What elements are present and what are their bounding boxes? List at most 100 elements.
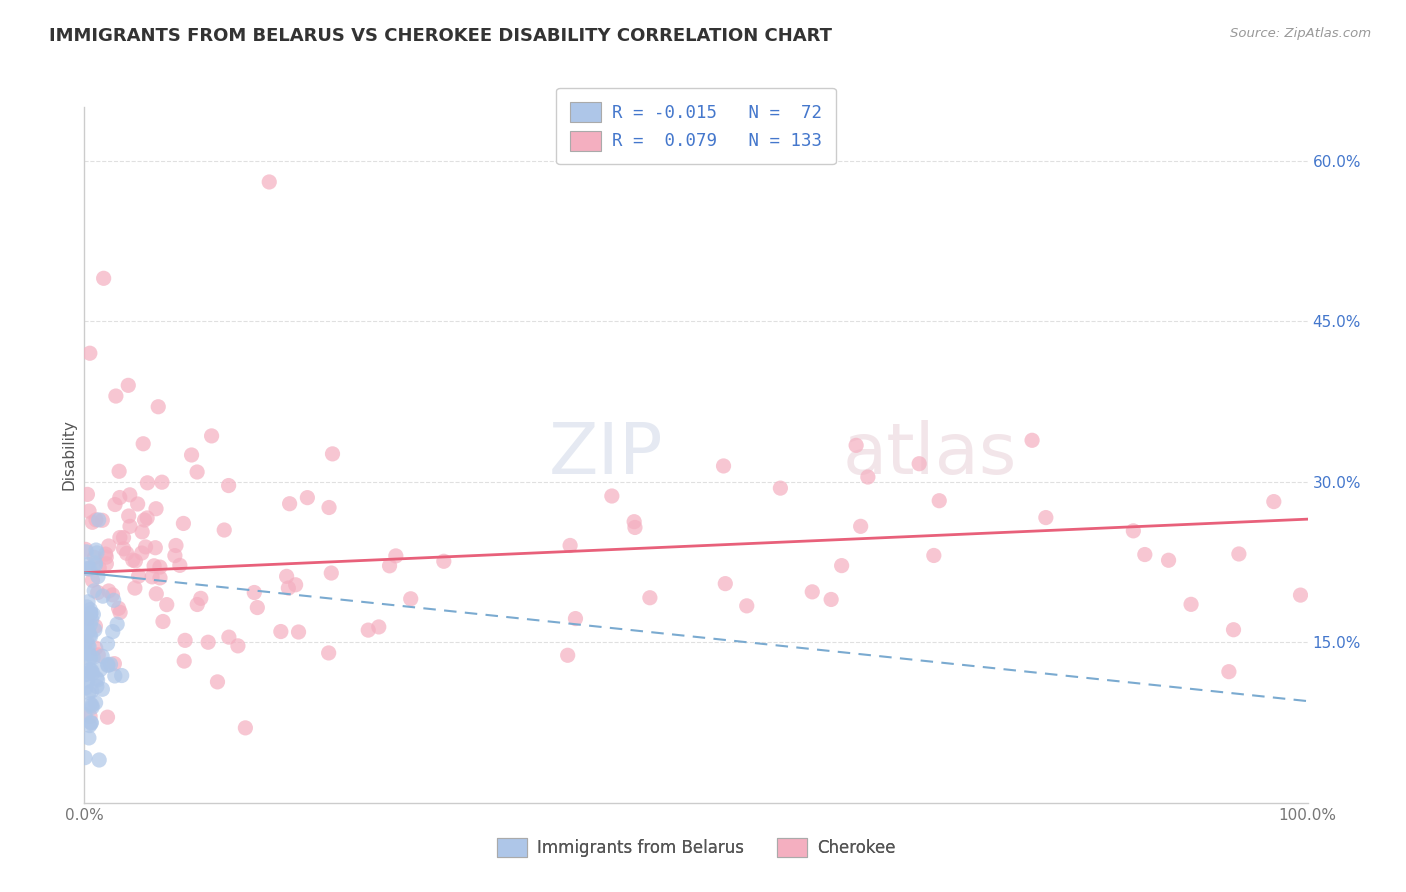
Point (831, 558, 853, 573)
Point (600, 489, 623, 503)
Point (190, 591, 212, 606)
Point (624, 520, 647, 534)
Point (80, 613, 103, 627)
Point (80, 698, 103, 713)
Point (75, 707, 97, 722)
Point (76, 634, 98, 648)
Point (79, 562, 101, 576)
Point (121, 553, 143, 567)
Point (91, 513, 114, 527)
Point (186, 598, 208, 612)
Point (287, 625, 309, 640)
Point (321, 566, 343, 580)
Point (433, 554, 456, 568)
Point (86, 680, 108, 694)
Point (1218, 665, 1240, 679)
Point (849, 519, 872, 533)
Point (385, 549, 408, 563)
Point (226, 639, 249, 653)
Point (105, 617, 128, 632)
Point (79, 602, 101, 616)
Point (100, 657, 122, 672)
Point (367, 620, 389, 634)
Point (75, 545, 97, 559)
Point (212, 523, 235, 537)
Point (115, 546, 138, 560)
Point (200, 429, 222, 443)
Point (96, 550, 118, 565)
Point (127, 497, 149, 511)
Point (103, 657, 125, 671)
Point (84, 543, 107, 558)
Point (276, 569, 298, 583)
Point (277, 581, 299, 595)
Point (91, 589, 114, 603)
Point (128, 569, 150, 583)
Point (104, 498, 127, 512)
Point (89, 663, 111, 677)
Point (152, 615, 174, 629)
Point (1133, 548, 1156, 562)
Point (118, 519, 141, 533)
Point (86, 673, 108, 687)
Point (148, 400, 170, 414)
Point (73, 635, 96, 649)
Point (79, 709, 101, 723)
Point (86, 671, 108, 685)
Point (1021, 434, 1043, 448)
Point (1222, 623, 1244, 637)
Point (845, 438, 868, 452)
Point (321, 447, 343, 461)
Point (91, 649, 114, 664)
Point (801, 585, 824, 599)
Point (318, 646, 340, 660)
Point (80, 715, 103, 730)
Point (101, 624, 124, 639)
Point (399, 591, 422, 606)
Legend: Immigrants from Belarus, Cherokee: Immigrants from Belarus, Cherokee (489, 831, 903, 864)
Point (82, 574, 104, 588)
Point (1227, 547, 1250, 561)
Point (180, 448, 202, 462)
Point (235, 721, 257, 735)
Point (141, 570, 163, 584)
Point (82, 666, 104, 681)
Point (96, 557, 118, 571)
Point (165, 539, 187, 553)
Point (108, 491, 131, 505)
Point (150, 475, 173, 490)
Point (79, 718, 101, 732)
Point (87, 513, 110, 527)
Point (112, 541, 135, 556)
Point (84, 558, 107, 572)
Point (83, 623, 105, 637)
Point (76, 622, 98, 636)
Point (104, 389, 127, 403)
Point (284, 578, 307, 592)
Point (84, 641, 107, 656)
Point (76, 614, 98, 628)
Point (86, 546, 108, 560)
Point (145, 587, 167, 601)
Point (80, 684, 103, 698)
Point (96, 710, 118, 724)
Point (145, 501, 167, 516)
Point (124, 554, 146, 568)
Point (769, 481, 792, 495)
Point (1289, 588, 1312, 602)
Point (96, 637, 118, 651)
Point (75, 667, 97, 681)
Point (84, 696, 107, 710)
Point (186, 465, 208, 479)
Point (246, 600, 269, 615)
Point (143, 541, 166, 555)
Point (278, 497, 301, 511)
Point (197, 635, 219, 649)
Point (564, 611, 586, 625)
Point (91, 682, 114, 697)
Point (714, 576, 737, 591)
Point (97, 539, 120, 553)
Point (117, 378, 139, 392)
Point (80, 716, 103, 731)
Point (76, 664, 98, 678)
